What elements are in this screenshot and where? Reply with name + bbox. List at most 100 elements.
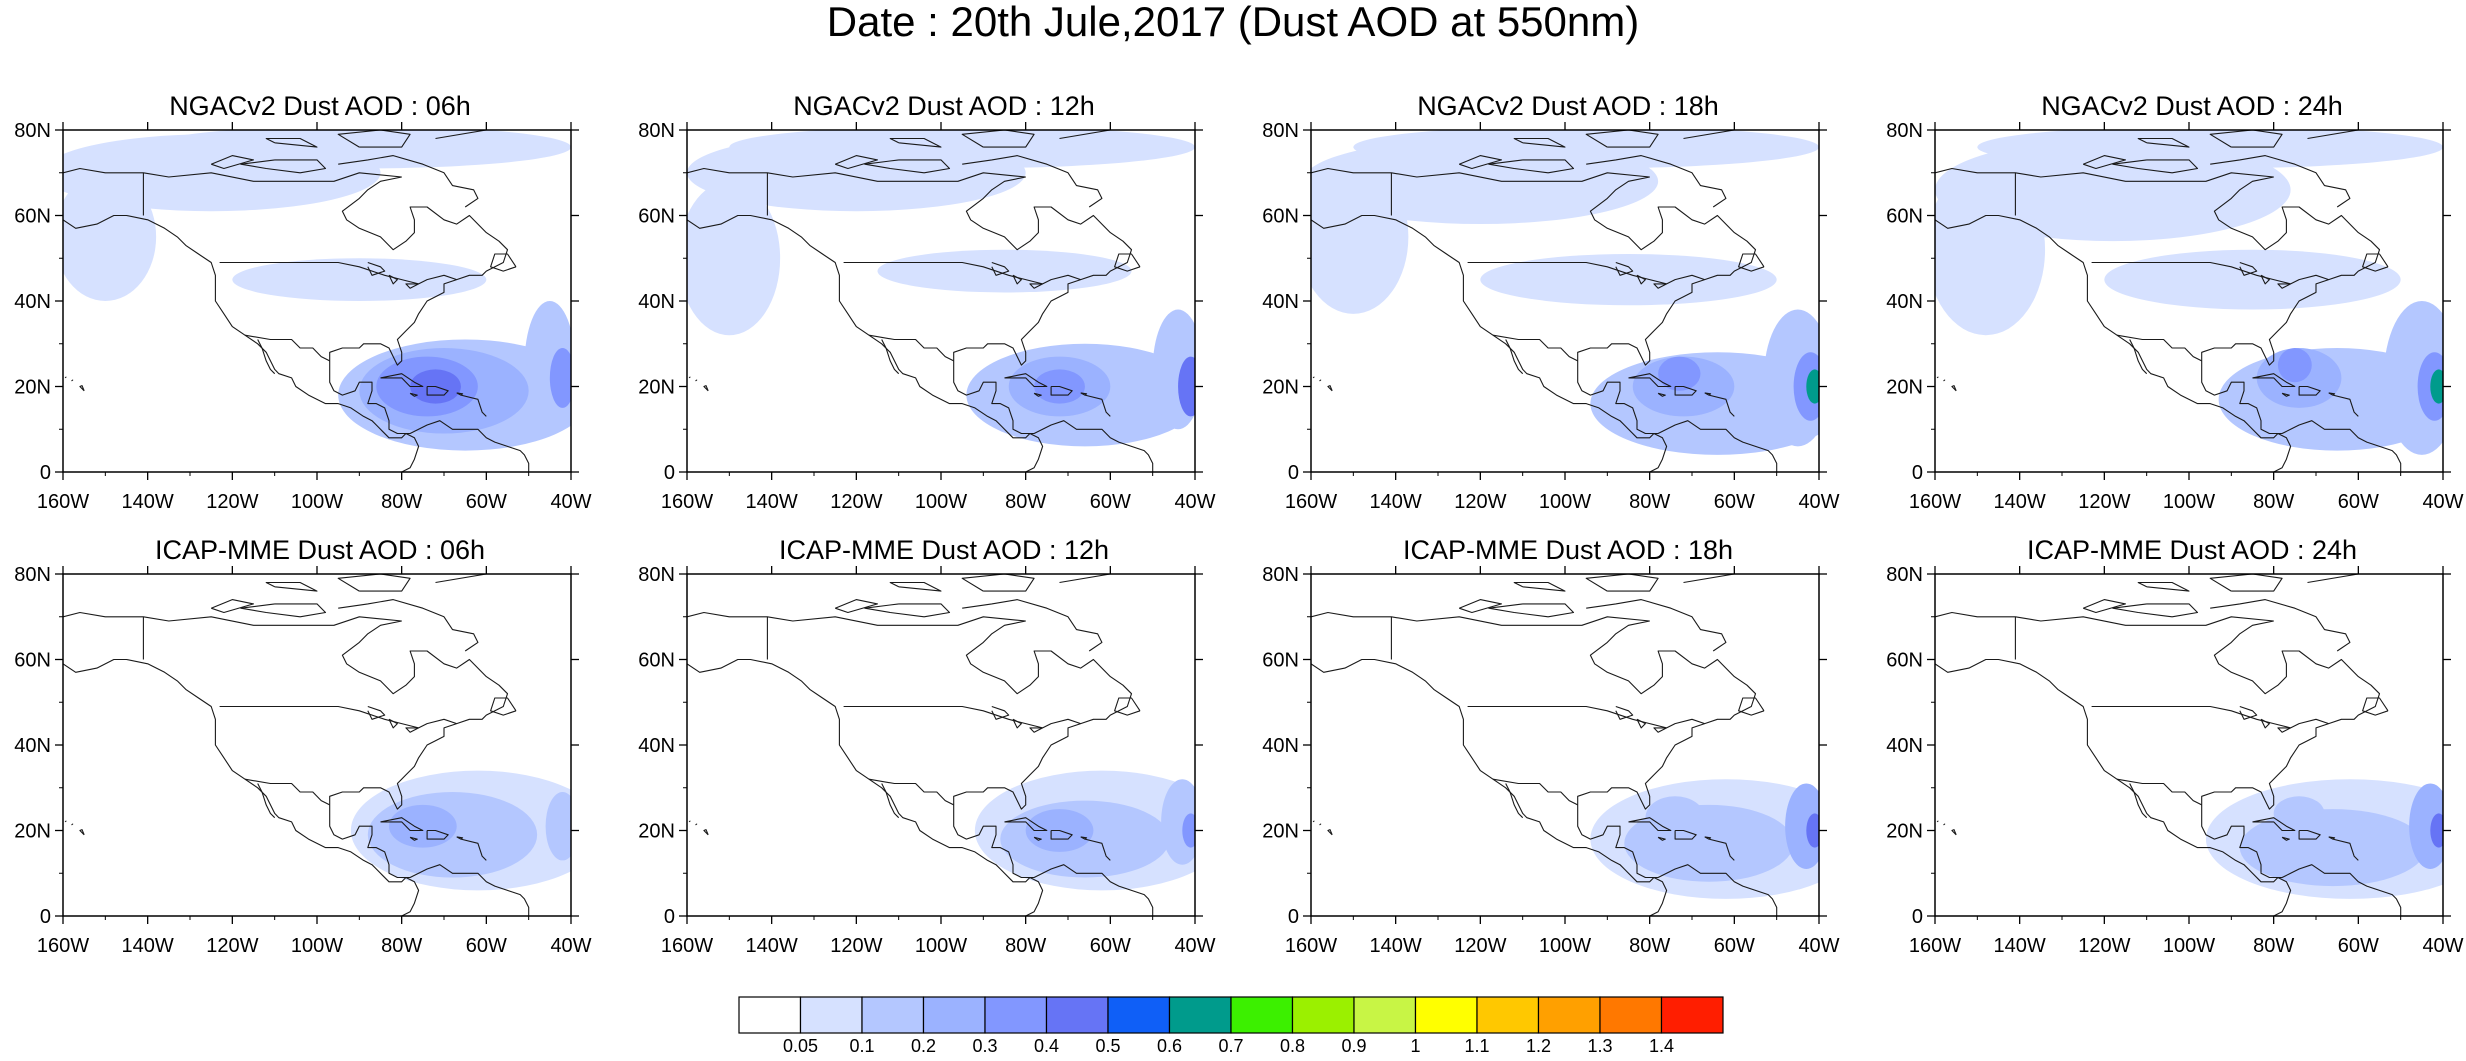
lat-tick-label: 80N xyxy=(14,120,51,142)
coastline xyxy=(2129,783,2148,819)
lon-tick-label: 80W xyxy=(1629,491,1670,513)
lon-tick-label: 140W xyxy=(122,491,174,513)
coastline xyxy=(1319,823,1322,826)
aod-field xyxy=(63,574,571,916)
coastline xyxy=(329,176,509,366)
lon-tick-label: 120W xyxy=(830,935,882,957)
coastline xyxy=(210,155,255,170)
map-panel: ICAP-MME Dust AOD : 12h 80N 60N 40N 20N 0 160W… xyxy=(624,536,1224,976)
colorbar-box xyxy=(738,996,802,1034)
lat-tick-label: 20N xyxy=(14,377,51,399)
lat-tick-label: 40N xyxy=(1262,735,1299,757)
coastline xyxy=(1674,385,1697,396)
aod-plume xyxy=(729,130,1195,169)
coastline xyxy=(1943,379,1946,382)
coastline xyxy=(219,705,457,729)
coastline xyxy=(1033,392,1042,397)
coastline xyxy=(426,385,449,396)
aod-plume xyxy=(1806,369,1819,404)
coastline xyxy=(1012,274,1022,285)
colorbar-box xyxy=(1230,996,1294,1034)
lon-tick-label: 60W xyxy=(2338,491,2379,513)
coastline xyxy=(257,339,276,375)
coastline xyxy=(889,581,942,592)
lon-tick-label: 100W xyxy=(291,491,343,513)
coastline xyxy=(1615,261,1634,276)
coastline xyxy=(240,603,327,618)
coastline xyxy=(687,658,1044,916)
coastline xyxy=(962,599,1103,652)
map-svg: 80N 60N 40N 20N 0 160W 140W 120W 100W 80W 60W 40W xyxy=(14,564,591,957)
coastline xyxy=(991,261,1010,276)
coastline xyxy=(834,599,879,614)
coastline xyxy=(843,705,1081,729)
coastline xyxy=(1951,829,1957,836)
colorbar-box xyxy=(1168,996,1232,1034)
aod-plume xyxy=(1480,253,1777,306)
lon-tick-label: 160W xyxy=(1909,491,1961,513)
aod-plume xyxy=(877,249,1132,293)
coastline xyxy=(864,603,951,618)
coastline xyxy=(1311,214,1668,472)
lat-tick-label: 20N xyxy=(638,377,675,399)
lon-tick-label: 80W xyxy=(2253,491,2294,513)
coastline xyxy=(490,253,517,272)
coastline xyxy=(435,130,555,140)
coastline xyxy=(2260,718,2270,729)
lon-tick-label: 160W xyxy=(37,491,89,513)
coastline xyxy=(1311,658,1668,916)
coastline xyxy=(687,611,1026,626)
coastline xyxy=(2210,155,2351,208)
lon-tick-label: 160W xyxy=(661,935,713,957)
lon-tick-label: 140W xyxy=(1994,935,2046,957)
coastline xyxy=(2201,620,2381,810)
coastline xyxy=(1327,829,1333,836)
lon-tick-label: 160W xyxy=(37,935,89,957)
panel-title: ICAP-MME Dust AOD : 12h xyxy=(778,535,1110,565)
colorbar-box xyxy=(1353,996,1417,1034)
coastline xyxy=(881,783,900,819)
colorbar-box xyxy=(984,996,1048,1034)
aod-plume xyxy=(687,181,781,336)
aod-plume xyxy=(1624,804,1794,882)
coastline xyxy=(1657,836,1666,841)
colorbar-label: 1.2 xyxy=(1526,1036,1551,1056)
lon-tick-label: 80W xyxy=(1005,935,1046,957)
coastline xyxy=(1488,159,1575,174)
coastline xyxy=(2239,261,2258,276)
lon-tick-label: 120W xyxy=(206,491,258,513)
coastline xyxy=(688,376,691,379)
colorbar-svg: 0.05 0.1 0.2 0.3 0.4 0.5 0.6 0.7 0.8 0.9 1 1.1 1.2 1.… xyxy=(738,996,1724,1056)
coastline xyxy=(962,155,1103,208)
coastline xyxy=(435,574,555,584)
coastline xyxy=(1935,214,2292,472)
coastline xyxy=(219,261,457,285)
coastline xyxy=(1505,783,1524,819)
coastline xyxy=(695,823,698,826)
coastline xyxy=(1943,823,1946,826)
panel-title: NGACv2 Dust AOD : 06h xyxy=(169,91,471,121)
coastline xyxy=(868,334,954,362)
coastline xyxy=(2209,574,2283,592)
coastline xyxy=(79,385,85,392)
lat-tick-label: 60N xyxy=(638,206,675,228)
lat-tick-label: 0 xyxy=(1288,906,1299,928)
lon-tick-label: 100W xyxy=(915,935,967,957)
coastline xyxy=(1657,392,1666,397)
lat-tick-label: 20N xyxy=(1262,377,1299,399)
coastline xyxy=(2307,574,2427,584)
coastline xyxy=(1935,611,2274,626)
lat-tick-label: 0 xyxy=(40,462,51,484)
colorbar-label: 0.1 xyxy=(849,1036,874,1056)
aod-plume xyxy=(2277,348,2312,383)
coastline xyxy=(265,581,318,592)
lon-tick-label: 40W xyxy=(2422,491,2463,513)
aod-plume xyxy=(2239,809,2427,887)
coastline xyxy=(1577,620,1757,810)
coastline xyxy=(703,385,709,392)
coastline xyxy=(1050,829,1073,840)
colorbar-label: 1.3 xyxy=(1587,1036,1612,1056)
coastline xyxy=(1029,283,1043,289)
coastline xyxy=(63,611,402,626)
lon-tick-label: 60W xyxy=(466,491,507,513)
